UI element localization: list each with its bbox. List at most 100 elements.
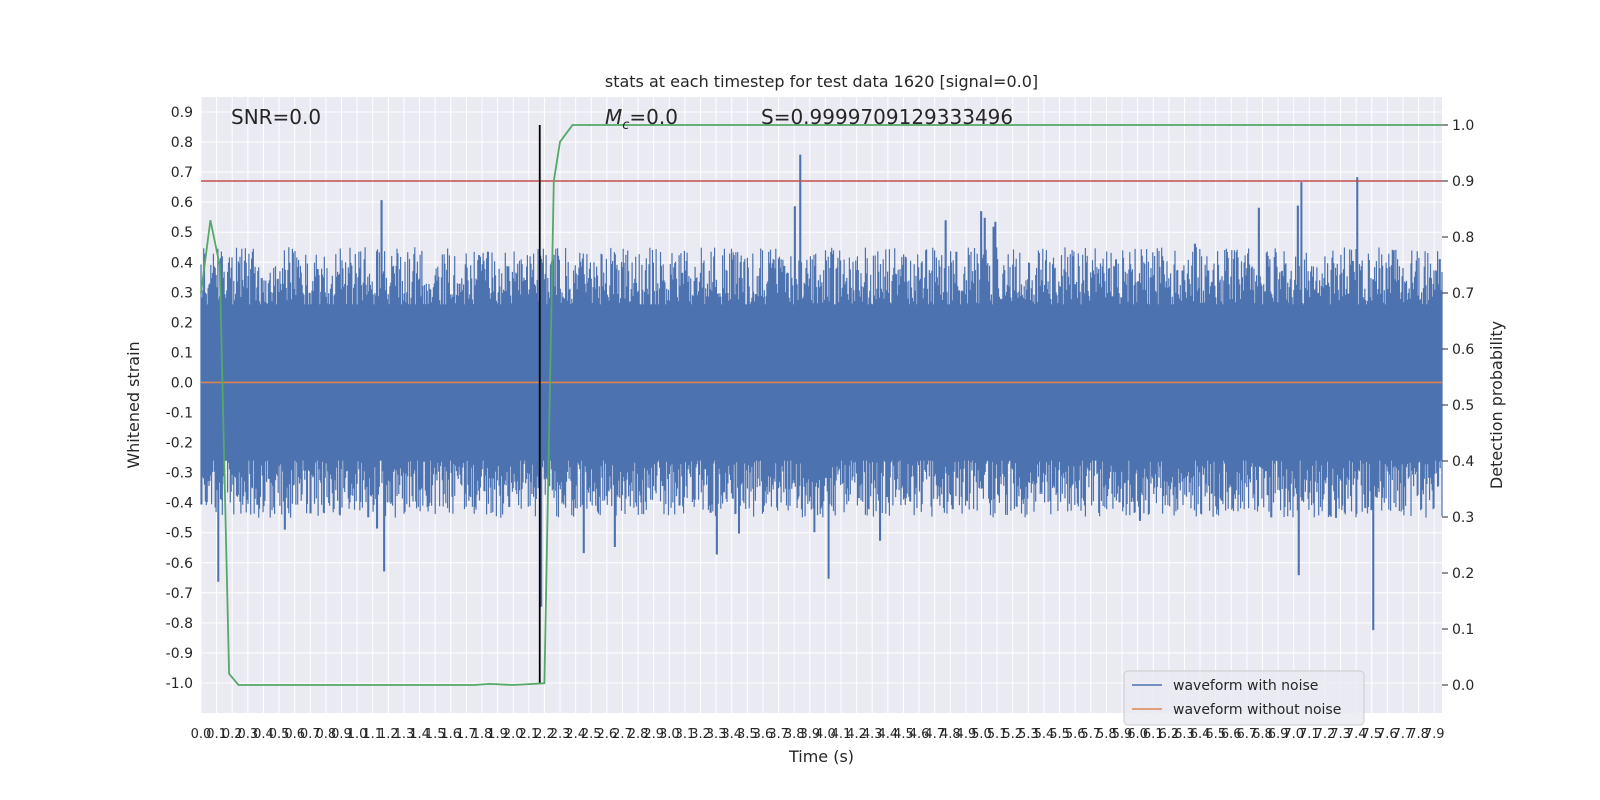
x-tick-label: 1.4 bbox=[409, 727, 430, 742]
x-tick-label: 5.5 bbox=[1049, 727, 1070, 742]
y-tick-label: 0.9 bbox=[171, 105, 193, 121]
legend-label-noise: waveform with noise bbox=[1173, 678, 1318, 694]
y-tick-label: -1.0 bbox=[166, 676, 193, 692]
x-tick-label: 2.3 bbox=[550, 727, 571, 742]
y2-tick-label: 0.4 bbox=[1452, 454, 1474, 470]
x-tick-label: 4.8 bbox=[940, 727, 961, 742]
y-tick-label: 0.7 bbox=[171, 165, 193, 181]
y2-axis-label: Detection probability bbox=[1487, 321, 1506, 489]
x-tick-label: 3.1 bbox=[675, 727, 696, 742]
y2-tick-label: 0.9 bbox=[1452, 174, 1474, 190]
x-tick-label: 6.2 bbox=[1158, 727, 1179, 742]
y-tick-label: -0.8 bbox=[166, 616, 193, 632]
x-tick-label: 6.9 bbox=[1268, 727, 1289, 742]
x-tick-label: 1.0 bbox=[347, 727, 368, 742]
y2-tick-label: 0.6 bbox=[1452, 342, 1474, 358]
x-tick-label: 1.5 bbox=[425, 727, 446, 742]
x-tick-label: 0.3 bbox=[237, 727, 258, 742]
x-tick-label: 4.3 bbox=[862, 727, 883, 742]
x-tick-label: 5.1 bbox=[987, 727, 1008, 742]
x-tick-label: 7.8 bbox=[1408, 727, 1429, 742]
y-tick-label: -0.9 bbox=[166, 646, 193, 662]
x-tick-label: 6.6 bbox=[1221, 727, 1242, 742]
x-tick-label: 2.9 bbox=[643, 727, 664, 742]
x-tick-label: 7.4 bbox=[1346, 727, 1367, 742]
x-tick-label: 2.7 bbox=[612, 727, 633, 742]
x-tick-label: 7.9 bbox=[1424, 727, 1445, 742]
x-axis-label: Time (s) bbox=[788, 747, 854, 766]
x-tick-label: 5.4 bbox=[1034, 727, 1055, 742]
y-axis-left: 0.9 0.8 0.7 0.6 0.5 0.4 0.3 0.2 0.1 0.0 -0.1 -0.2 -0… bbox=[166, 105, 193, 692]
legend-label-clean: waveform without noise bbox=[1173, 702, 1341, 718]
x-tick-label: 1.6 bbox=[440, 727, 461, 742]
x-axis: 0.00.10.20.30.40.50.60.70.80.91.01.11.21… bbox=[191, 727, 1445, 742]
x-tick-label: 7.7 bbox=[1393, 727, 1414, 742]
x-tick-label: 4.6 bbox=[909, 727, 930, 742]
series-detection-probability bbox=[200, 124, 1442, 686]
x-tick-label: 5.6 bbox=[1065, 727, 1086, 742]
x-tick-label: 0.8 bbox=[316, 727, 337, 742]
y2-tick-label: 0.3 bbox=[1452, 510, 1474, 526]
x-tick-label: 7.1 bbox=[1299, 727, 1320, 742]
y2-tick-label: 0.2 bbox=[1452, 566, 1474, 582]
x-tick-label: 4.2 bbox=[846, 727, 867, 742]
x-tick-label: 6.4 bbox=[1190, 727, 1211, 742]
x-tick-label: 6.1 bbox=[1143, 727, 1164, 742]
y-tick-label: 0.4 bbox=[171, 255, 193, 271]
x-tick-label: 3.5 bbox=[737, 727, 758, 742]
x-tick-label: 5.7 bbox=[1080, 727, 1101, 742]
overlay-lines bbox=[200, 124, 1442, 686]
x-tick-label: 0.6 bbox=[284, 727, 305, 742]
y-tick-label: 0.1 bbox=[171, 345, 193, 361]
x-tick-label: 0.9 bbox=[331, 727, 352, 742]
x-tick-label: 4.4 bbox=[877, 727, 898, 742]
x-tick-label: 7.2 bbox=[1315, 727, 1336, 742]
x-tick-label: 7.0 bbox=[1283, 727, 1304, 742]
y-axis-label: Whitened strain bbox=[124, 341, 143, 468]
x-tick-label: 2.4 bbox=[565, 727, 586, 742]
y-tick-label: 0.3 bbox=[171, 285, 193, 301]
x-tick-label: 0.4 bbox=[253, 727, 274, 742]
y2-tick-label: 0.7 bbox=[1452, 286, 1474, 302]
x-tick-label: 3.3 bbox=[706, 727, 727, 742]
x-tick-label: 2.0 bbox=[503, 727, 524, 742]
x-tick-label: 4.9 bbox=[956, 727, 977, 742]
y-tick-label: 0.0 bbox=[171, 375, 193, 391]
x-tick-label: 1.9 bbox=[487, 727, 508, 742]
x-tick-label: 3.0 bbox=[659, 727, 680, 742]
x-tick-label: 5.3 bbox=[1018, 727, 1039, 742]
x-tick-label: 7.6 bbox=[1377, 727, 1398, 742]
x-tick-label: 6.8 bbox=[1252, 727, 1273, 742]
legend: waveform with noise waveform without noi… bbox=[1123, 670, 1365, 726]
x-tick-label: 6.3 bbox=[1174, 727, 1195, 742]
x-tick-label: 3.4 bbox=[721, 727, 742, 742]
x-tick-label: 6.7 bbox=[1237, 727, 1258, 742]
x-tick-label: 2.5 bbox=[581, 727, 602, 742]
y-tick-label: 0.5 bbox=[171, 225, 193, 241]
x-tick-label: 4.7 bbox=[924, 727, 945, 742]
y-tick-label: -0.3 bbox=[166, 466, 193, 482]
x-tick-label: 6.5 bbox=[1205, 727, 1226, 742]
x-tick-label: 4.0 bbox=[815, 727, 836, 742]
y-tick-label: -0.2 bbox=[166, 436, 193, 452]
x-tick-label: 1.1 bbox=[362, 727, 383, 742]
y-tick-label: 0.8 bbox=[171, 135, 193, 151]
chart-title: stats at each timestep for test data 162… bbox=[605, 72, 1038, 91]
x-tick-label: 7.5 bbox=[1361, 727, 1382, 742]
y-tick-label: -0.6 bbox=[166, 556, 193, 572]
y-tick-label: -0.4 bbox=[166, 496, 193, 512]
x-tick-label: 3.7 bbox=[768, 727, 789, 742]
x-tick-label: 5.0 bbox=[971, 727, 992, 742]
x-tick-label: 2.2 bbox=[534, 727, 555, 742]
y-tick-label: -0.1 bbox=[166, 406, 193, 422]
y-tick-label: -0.7 bbox=[166, 586, 193, 602]
x-tick-label: 4.5 bbox=[893, 727, 914, 742]
x-tick-label: 1.8 bbox=[472, 727, 493, 742]
s-annotation: S=0.9999709129333496 bbox=[761, 105, 1013, 129]
y-tick-label: 0.2 bbox=[171, 315, 193, 331]
y2-tick-label: 0.8 bbox=[1452, 230, 1474, 246]
x-tick-label: 1.3 bbox=[394, 727, 415, 742]
y2-tick-label: 1.0 bbox=[1452, 118, 1474, 134]
x-tick-label: 1.7 bbox=[456, 727, 477, 742]
